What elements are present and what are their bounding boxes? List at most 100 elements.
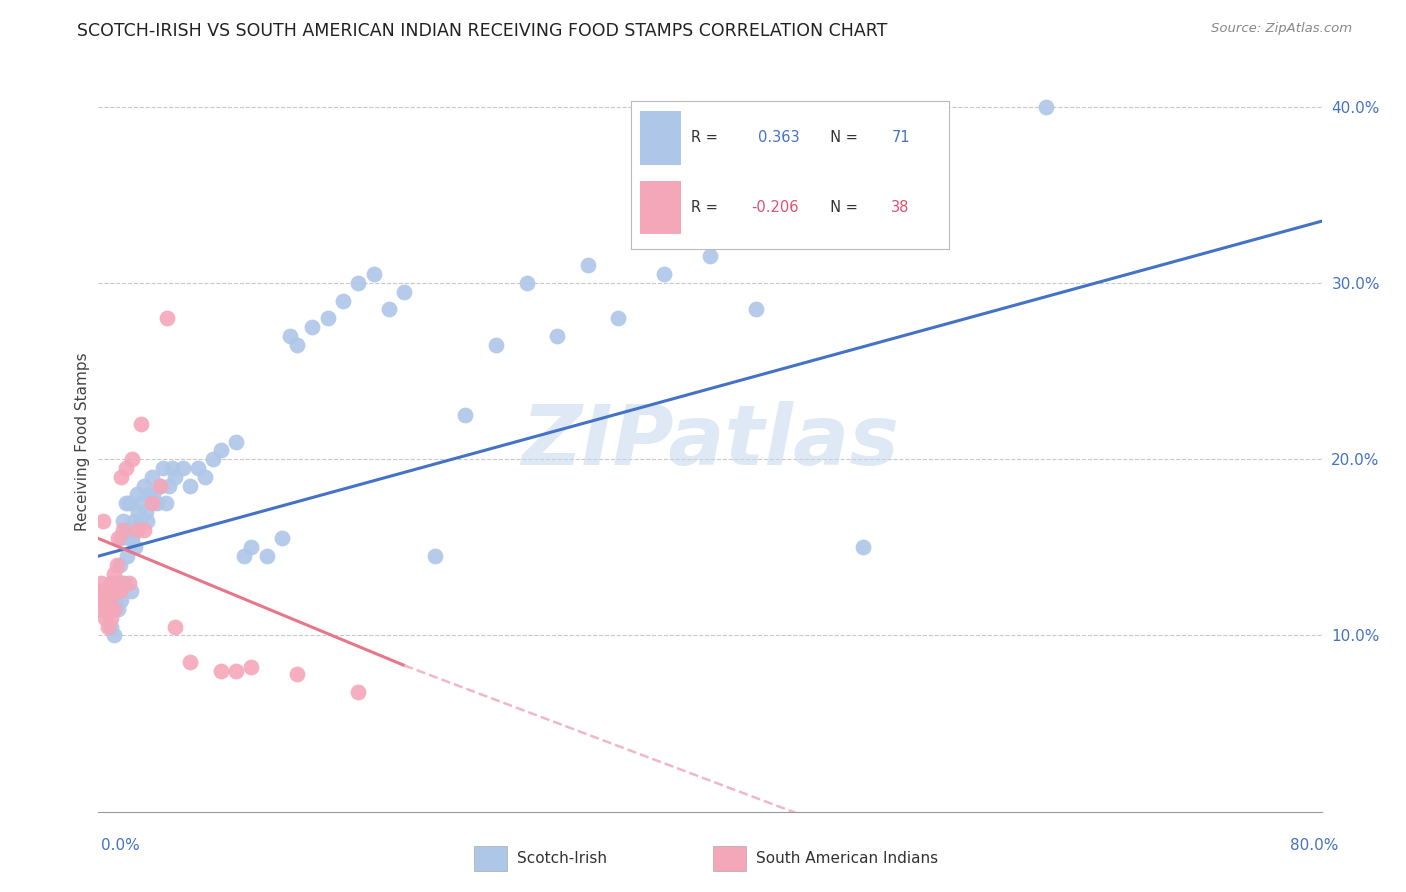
- Point: [852, 541, 875, 555]
- Point: [118, 575, 141, 590]
- Text: Scotch-Irish: Scotch-Irish: [516, 851, 606, 865]
- Point: [97, 584, 120, 599]
- Text: Source: ZipAtlas.com: Source: ZipAtlas.com: [1212, 22, 1353, 36]
- Point: [120, 584, 142, 599]
- Point: [156, 311, 179, 326]
- Point: [392, 285, 416, 299]
- Point: [149, 478, 172, 492]
- Point: [129, 417, 152, 431]
- Point: [232, 549, 254, 563]
- Point: [347, 685, 370, 699]
- Point: [202, 452, 225, 467]
- Point: [347, 276, 370, 290]
- Point: [135, 505, 157, 519]
- Point: [145, 496, 167, 510]
- Point: [87, 602, 110, 616]
- Point: [118, 496, 141, 510]
- Point: [108, 558, 131, 572]
- Point: [127, 505, 149, 519]
- Point: [89, 584, 111, 599]
- Point: [115, 461, 138, 475]
- Point: [100, 575, 122, 590]
- Point: [301, 320, 323, 334]
- Point: [240, 541, 263, 555]
- Point: [136, 514, 159, 528]
- Point: [110, 593, 132, 607]
- Point: [94, 602, 117, 616]
- Point: [110, 470, 132, 484]
- Text: ZIPatlas: ZIPatlas: [522, 401, 898, 482]
- Point: [97, 619, 120, 633]
- Point: [152, 461, 174, 475]
- Point: [141, 496, 163, 510]
- Point: [285, 667, 308, 681]
- Point: [122, 514, 145, 528]
- Bar: [713, 846, 747, 871]
- Point: [546, 328, 568, 343]
- Point: [316, 311, 339, 326]
- Point: [100, 611, 122, 625]
- Point: [454, 408, 477, 422]
- Point: [163, 619, 186, 633]
- Point: [270, 532, 292, 546]
- Point: [128, 514, 150, 528]
- Point: [194, 470, 217, 484]
- Text: South American Indians: South American Indians: [755, 851, 938, 865]
- Point: [103, 566, 125, 581]
- Point: [90, 593, 112, 607]
- Point: [111, 514, 134, 528]
- Point: [121, 452, 143, 467]
- Point: [125, 523, 148, 537]
- Point: [91, 514, 114, 528]
- Point: [138, 487, 160, 501]
- Point: [115, 496, 138, 510]
- Point: [103, 584, 125, 599]
- Point: [94, 602, 117, 616]
- Point: [110, 532, 132, 546]
- Point: [516, 276, 538, 290]
- Point: [103, 602, 125, 616]
- Point: [87, 593, 110, 607]
- Point: [112, 575, 135, 590]
- Point: [652, 267, 675, 281]
- Point: [118, 532, 141, 546]
- Point: [155, 496, 177, 510]
- Point: [285, 337, 308, 351]
- Point: [141, 470, 163, 484]
- Point: [225, 664, 247, 678]
- Point: [240, 660, 263, 674]
- Point: [125, 487, 148, 501]
- Point: [607, 311, 630, 326]
- Point: [225, 434, 247, 449]
- Point: [363, 267, 385, 281]
- Point: [105, 558, 128, 572]
- Point: [278, 328, 301, 343]
- Point: [1035, 100, 1057, 114]
- Point: [90, 575, 112, 590]
- Point: [163, 470, 186, 484]
- Point: [98, 593, 121, 607]
- Bar: [474, 846, 508, 871]
- Point: [104, 584, 127, 599]
- Point: [157, 478, 180, 492]
- Point: [104, 593, 127, 607]
- Point: [107, 532, 129, 546]
- Point: [576, 258, 599, 272]
- Point: [134, 523, 156, 537]
- Text: 80.0%: 80.0%: [1291, 838, 1339, 853]
- Point: [117, 549, 139, 563]
- Point: [172, 461, 194, 475]
- Point: [332, 293, 354, 308]
- Point: [142, 487, 165, 501]
- Point: [124, 541, 146, 555]
- Point: [187, 461, 209, 475]
- Point: [699, 250, 721, 264]
- Text: SCOTCH-IRISH VS SOUTH AMERICAN INDIAN RECEIVING FOOD STAMPS CORRELATION CHART: SCOTCH-IRISH VS SOUTH AMERICAN INDIAN RE…: [77, 22, 887, 40]
- Point: [103, 628, 125, 642]
- Point: [160, 461, 183, 475]
- Point: [100, 619, 122, 633]
- Point: [149, 478, 172, 492]
- Point: [485, 337, 508, 351]
- Point: [209, 664, 232, 678]
- Point: [209, 443, 232, 458]
